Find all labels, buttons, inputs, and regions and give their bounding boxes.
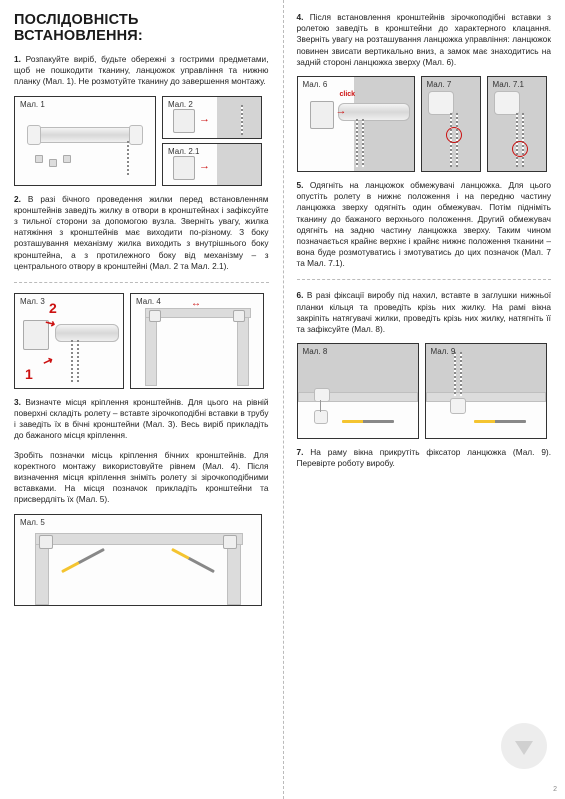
- step-6-num: 6.: [297, 290, 304, 300]
- figure-5: Мал. 5: [14, 514, 262, 606]
- page-number: 2: [553, 786, 557, 793]
- figure-8: Мал. 8: [297, 343, 419, 439]
- step-2-text: 2. В разі бічного проведення жилки перед…: [14, 194, 269, 272]
- figure-3-label: Мал. 3: [20, 297, 45, 306]
- step-4-num: 4.: [297, 12, 304, 22]
- figure-6-label: Мал. 6: [303, 80, 328, 89]
- figure-2-1: Мал. 2.1 →: [162, 143, 262, 186]
- click-label: click: [340, 91, 356, 98]
- figure-7-1: Мал. 7.1: [487, 76, 547, 172]
- fig-row-2: Мал. 3 1 2 ↘ ↗ Мал. 4 ↔: [14, 293, 269, 389]
- step-5-body: Одягніть на ланцюжок обмежувачі ланцюжка…: [297, 180, 552, 268]
- step-1-body: Розпакуйте виріб, будьте обережні з гост…: [14, 54, 269, 86]
- watermark-icon: [501, 723, 547, 769]
- step-2-body: В разі бічного проведення жилки перед вс…: [14, 194, 269, 271]
- step-4-body: Після встановлення кронштейнів зірочкопо…: [297, 12, 552, 67]
- figure-2-1-label: Мал. 2.1: [168, 147, 199, 156]
- figure-2-label: Мал. 2: [168, 100, 193, 109]
- figure-8-label: Мал. 8: [303, 347, 328, 356]
- step-6-body: В разі фіксації виробу під нахил, вставт…: [297, 290, 552, 334]
- step-4-text: 4. Після встановлення кронштейнів зірочк…: [297, 12, 552, 68]
- figure-7-1-label: Мал. 7.1: [493, 80, 524, 89]
- step-3a-body: Визначте місця кріплення кронштейнів. Дл…: [14, 397, 269, 441]
- figure-3: Мал. 3 1 2 ↘ ↗: [14, 293, 124, 389]
- step-7-body: На раму вікна прикрутіть фіксатор ланцюж…: [297, 447, 552, 468]
- page-title: ПОСЛІДОВНІСТЬ ВСТАНОВЛЕННЯ:: [14, 12, 269, 44]
- figure-9-label: Мал. 9: [431, 347, 456, 356]
- figure-7: Мал. 7: [421, 76, 481, 172]
- figure-6: Мал. 6 click →: [297, 76, 415, 172]
- step-5-num: 5.: [297, 180, 304, 190]
- fig-row-1: Мал. 1 Мал. 2 → Мал. 2.1: [14, 96, 269, 186]
- step-6-text: 6. В разі фіксації виробу під нахил, вст…: [297, 290, 552, 335]
- figure-4: Мал. 4 ↔: [130, 293, 264, 389]
- step-1-num: 1.: [14, 54, 21, 64]
- step-3-num: 3.: [14, 397, 21, 407]
- fig-row-5: Мал. 8 Мал. 9: [297, 343, 552, 439]
- step-7-num: 7.: [297, 447, 304, 457]
- step-5-text: 5. Одягніть на ланцюжок обмежувачі ланцю…: [297, 180, 552, 270]
- figure-7-label: Мал. 7: [427, 80, 452, 89]
- figure-2: Мал. 2 →: [162, 96, 262, 139]
- red-number-1: 1: [25, 366, 33, 382]
- step-2-num: 2.: [14, 194, 21, 204]
- figure-1-label: Мал. 1: [20, 100, 45, 109]
- figure-1: Мал. 1: [14, 96, 156, 186]
- right-column: 4. Після встановлення кронштейнів зірочк…: [283, 0, 565, 799]
- fig-row-3: Мал. 5: [14, 514, 269, 606]
- left-divider-1: [14, 282, 269, 283]
- fig-row-4: Мал. 6 click → Мал. 7 Мал. 7.1: [297, 76, 552, 172]
- step-1-text: 1. Розпакуйте виріб, будьте обережні з г…: [14, 54, 269, 88]
- figure-5-label: Мал. 5: [20, 518, 45, 527]
- right-divider-1: [297, 279, 552, 280]
- figure-4-label: Мал. 4: [136, 297, 161, 306]
- step-3b-text: Зробіть позначки місць кріплення бічних …: [14, 450, 269, 506]
- figure-9: Мал. 9: [425, 343, 547, 439]
- step-3a-text: 3. Визначте місця кріплення кронштейнів.…: [14, 397, 269, 442]
- step-7-text: 7. На раму вікна прикрутіть фіксатор лан…: [297, 447, 552, 469]
- left-column: ПОСЛІДОВНІСТЬ ВСТАНОВЛЕННЯ: 1. Розпакуйт…: [0, 0, 283, 799]
